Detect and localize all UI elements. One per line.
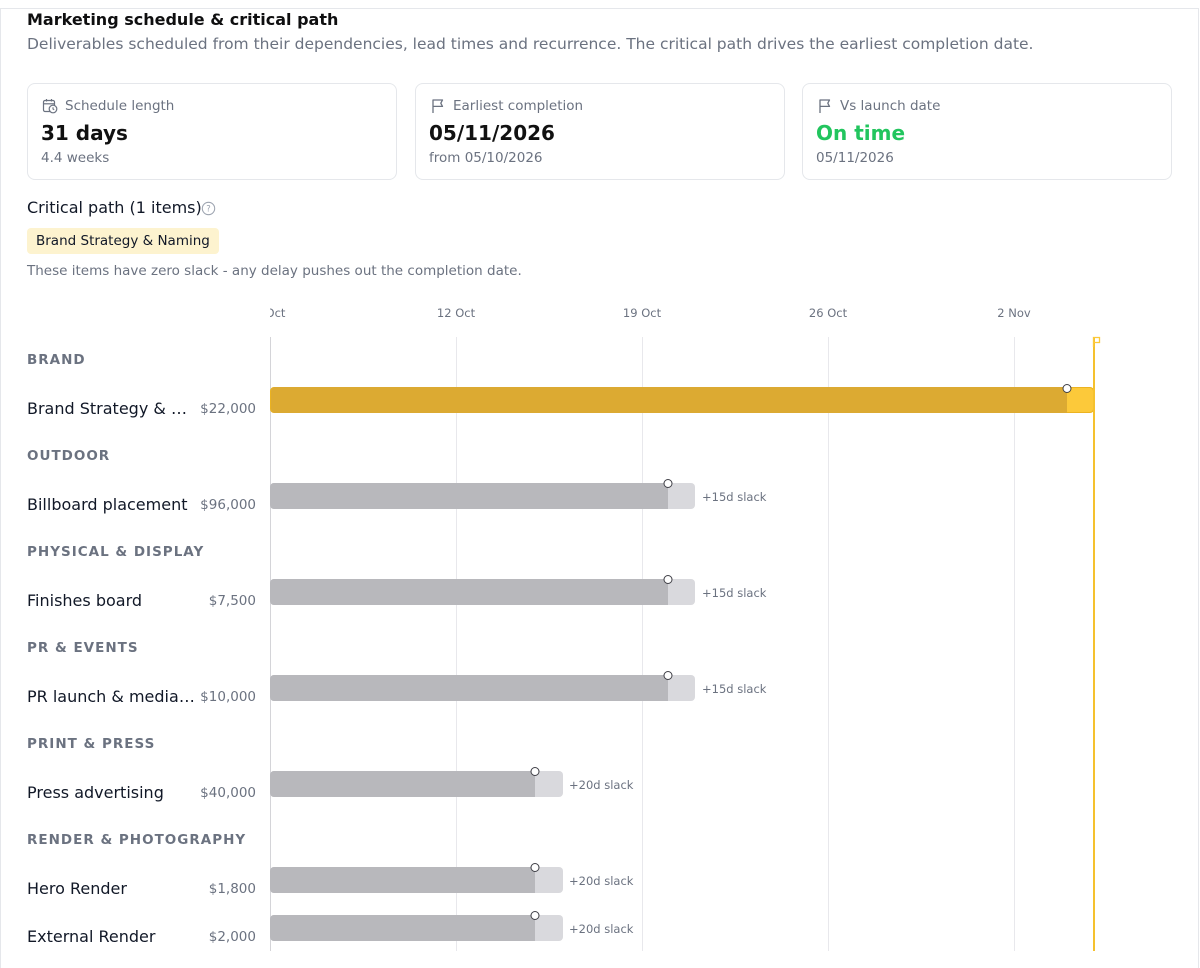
card-label: Schedule length: [65, 98, 175, 114]
row-name: Hero Render: [27, 879, 127, 898]
vs-launch-date-card: Vs launch date On time 05/11/2026: [802, 83, 1172, 180]
milestone-dot[interactable]: [663, 479, 673, 488]
schedule-bar[interactable]: [270, 767, 563, 797]
grid-line: [828, 337, 829, 951]
critical-bar[interactable]: [270, 384, 1094, 413]
schedule-bar[interactable]: [270, 479, 695, 509]
critical-path-chip[interactable]: Brand Strategy & Naming: [27, 228, 219, 254]
svg-text:?: ?: [206, 204, 210, 214]
slack-label: +15d slack: [702, 682, 767, 696]
page-subtitle: Deliverables scheduled from their depend…: [27, 35, 1034, 53]
row-cost: $2,000: [208, 929, 256, 945]
bar-duration-fill: [270, 915, 535, 941]
help-icon[interactable]: ?: [201, 201, 216, 216]
milestone-dot[interactable]: [530, 863, 540, 872]
row-name: Billboard placement: [27, 495, 188, 514]
schedule-bar[interactable]: [270, 575, 695, 605]
milestone-dot[interactable]: [663, 671, 673, 680]
calendar-clock-icon: [42, 99, 58, 114]
group-label: PHYSICAL & DISPLAY: [27, 544, 205, 560]
card-subtext: 4.4 weeks: [41, 150, 110, 166]
row-cost: $7,500: [208, 593, 256, 609]
milestone-dot[interactable]: [530, 767, 540, 776]
row-cost: $40,000: [200, 785, 256, 801]
bar-duration-fill: [270, 675, 668, 701]
card-subtext: 05/11/2026: [816, 150, 894, 166]
card-value: 05/11/2026: [429, 121, 555, 145]
row-cost: $10,000: [200, 689, 256, 705]
bar-duration-fill: [270, 483, 668, 509]
row-cost: $1,800: [208, 881, 256, 897]
milestone-dot[interactable]: [530, 911, 540, 920]
row-name: External Render: [27, 927, 156, 946]
card-subtext: from 05/10/2026: [429, 150, 543, 166]
milestone-dot[interactable]: [663, 575, 673, 584]
slack-label: +15d slack: [702, 490, 767, 504]
tick-label: 12 Oct: [436, 306, 476, 320]
bar-duration-fill: [270, 867, 535, 893]
group-label: PRINT & PRESS: [27, 736, 156, 752]
group-label: PR & EVENTS: [27, 640, 139, 656]
launch-date-line: [1093, 337, 1095, 951]
tick-label: 19 Oct: [622, 306, 662, 320]
slack-label: +20d slack: [569, 778, 634, 792]
critical-path-title: Critical path (1 items): [27, 198, 202, 217]
launch-flag-icon: [1092, 336, 1101, 347]
tick-label: 5 Oct: [270, 306, 286, 320]
page-title: Marketing schedule & critical path: [27, 10, 339, 29]
group-label: OUTDOOR: [27, 448, 111, 464]
schedule-bar[interactable]: [270, 911, 563, 941]
group-label: RENDER & PHOTOGRAPHY: [27, 832, 247, 848]
slack-label: +20d slack: [569, 874, 634, 888]
group-label: BRAND: [27, 352, 86, 368]
flag-icon: [432, 99, 444, 113]
grid-line: [1014, 337, 1015, 951]
milestone-dot[interactable]: [1062, 384, 1072, 393]
flag-icon: [819, 99, 831, 113]
panel-frame: [0, 8, 1199, 968]
earliest-completion-card: Earliest completion 05/11/2026 from 05/1…: [415, 83, 785, 180]
critical-path-note: These items have zero slack - any delay …: [27, 263, 522, 279]
grid-line: [642, 337, 643, 951]
slack-label: +15d slack: [702, 586, 767, 600]
schedule-bar[interactable]: [270, 863, 563, 893]
row-name: Brand Strategy & Naming: [27, 399, 195, 418]
tick-label: 2 Nov: [997, 306, 1031, 320]
row-name: PR launch & media event: [27, 687, 195, 706]
tick-label: 26 Oct: [808, 306, 848, 320]
grid-line: [270, 337, 271, 951]
grid-line: [456, 337, 457, 951]
row-name: Finishes board: [27, 591, 143, 610]
row-name: Press advertising: [27, 783, 164, 802]
card-label: Earliest completion: [453, 98, 584, 114]
schedule-bar[interactable]: [270, 671, 695, 701]
bar-duration-fill: [270, 579, 668, 605]
schedule-length-card: Schedule length 31 days 4.4 weeks: [27, 83, 397, 180]
card-label: Vs launch date: [840, 98, 941, 114]
bar-duration-fill: [270, 771, 535, 797]
bar-duration-fill: [271, 387, 1067, 413]
slack-label: +20d slack: [569, 922, 634, 936]
row-cost: $96,000: [200, 497, 256, 513]
card-value: 31 days: [41, 121, 128, 145]
row-cost: $22,000: [200, 401, 256, 417]
on-time-status: On time: [816, 121, 906, 145]
timeline-axis: 5 Oct 12 Oct 19 Oct 26 Oct 2 Nov: [270, 300, 1200, 330]
